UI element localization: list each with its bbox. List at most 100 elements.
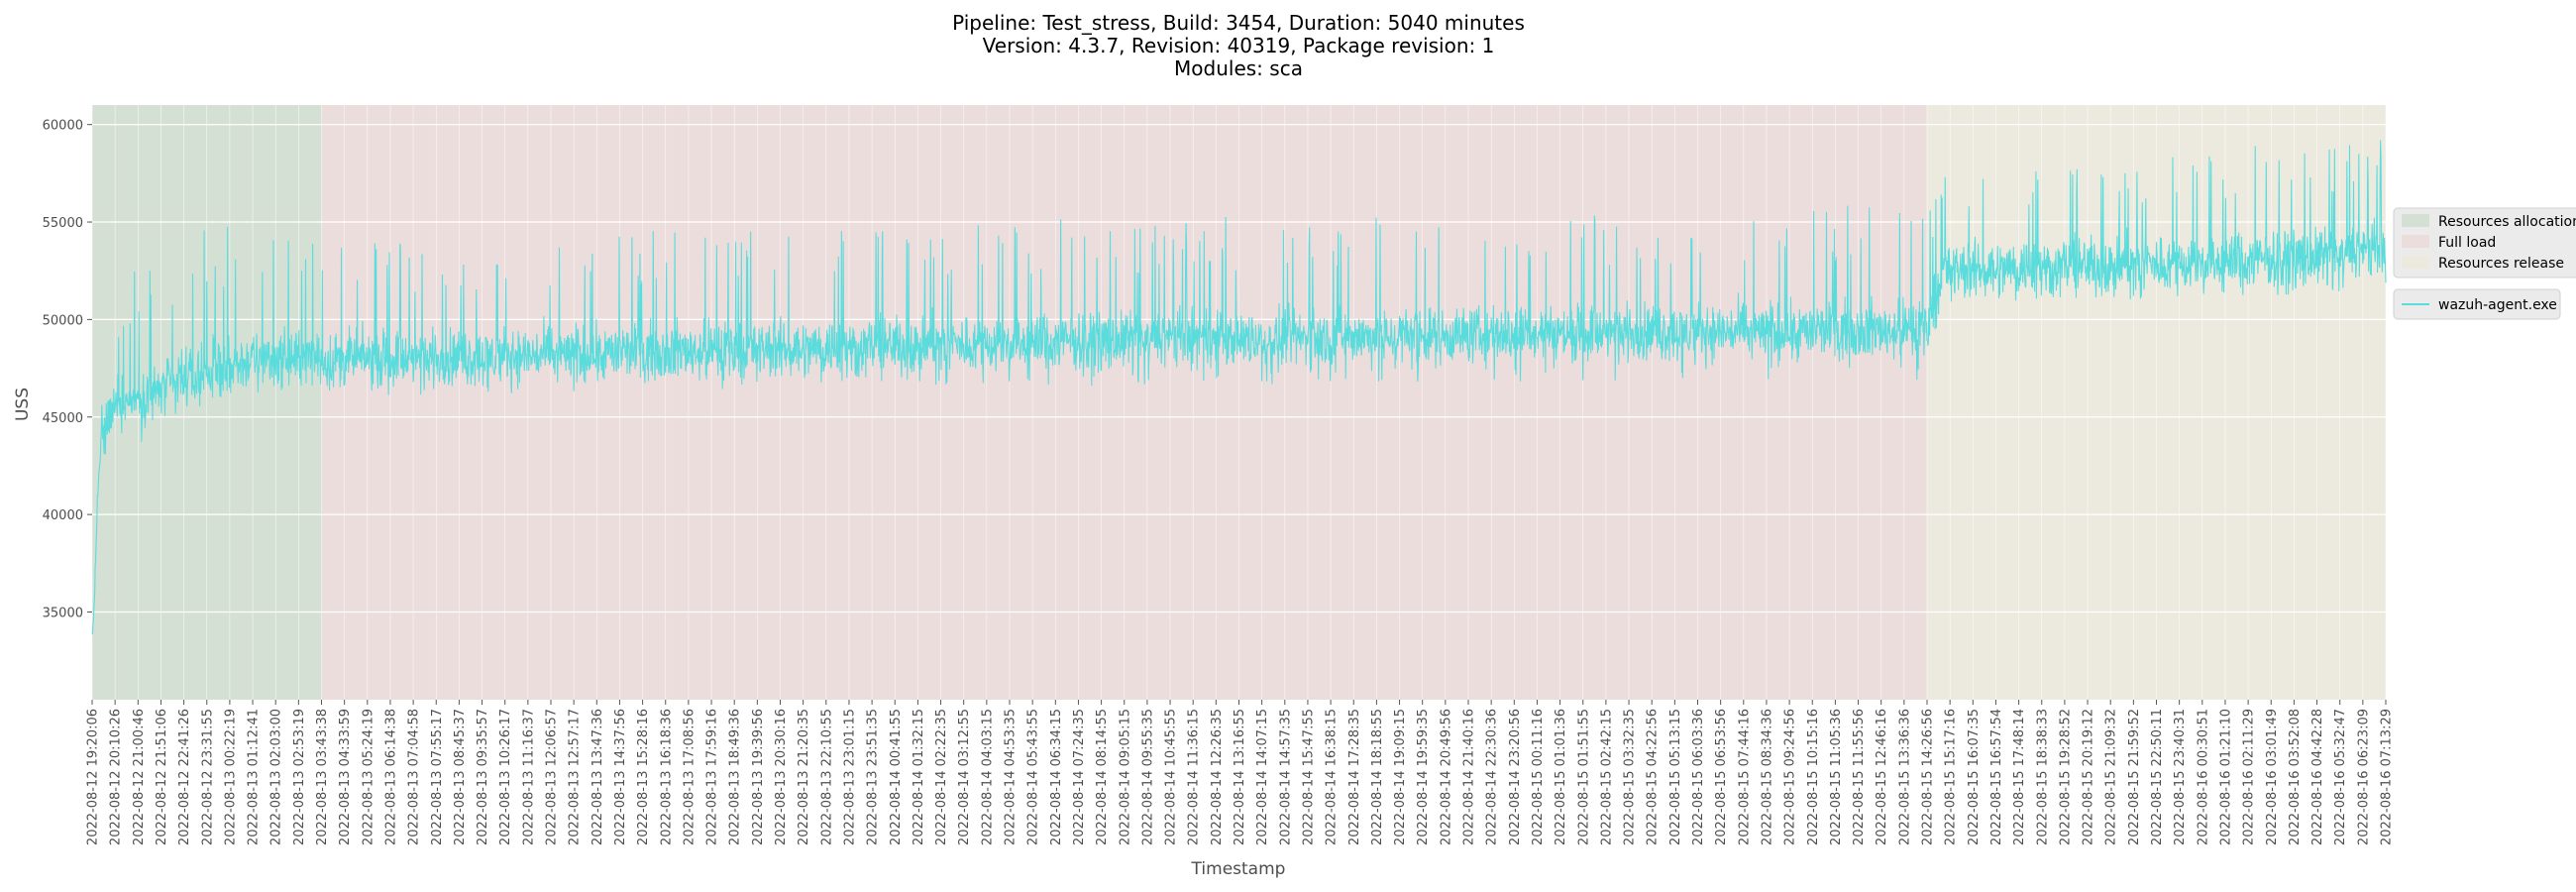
y-tick-label-4: 55000	[43, 216, 83, 231]
x-tick-label-91: 2022-08-15 23:40:31	[2173, 709, 2188, 845]
x-tick-label-61: 2022-08-14 22:30:36	[1485, 709, 1500, 845]
legend: Resources allocation Full load Resources r…	[2393, 207, 2576, 320]
x-tick-label-6: 2022-08-13 00:22:19	[223, 709, 238, 845]
title-line-1: Pipeline: Test_stress, Build: 3454, Dura…	[952, 11, 1525, 35]
x-tick-label-71: 2022-08-15 06:53:56	[1714, 709, 1729, 845]
x-tick-label-64: 2022-08-15 01:01:36	[1554, 709, 1568, 845]
x-tick-label-7: 2022-08-13 01:12:41	[247, 709, 262, 845]
chart-title: Pipeline: Test_stress, Build: 3454, Dura…	[952, 11, 1525, 80]
x-tick-label-69: 2022-08-15 05:13:15	[1668, 709, 1683, 845]
x-tick-label-89: 2022-08-15 21:59:52	[2127, 709, 2142, 845]
x-tick-label-25: 2022-08-13 16:18:36	[659, 709, 674, 845]
phase-legend-swatch-2	[2402, 256, 2429, 269]
series-legend-box	[2393, 288, 2561, 320]
x-tick-label-35: 2022-08-14 00:41:55	[889, 709, 904, 845]
title-line-2: Version: 4.3.7, Revision: 40319, Package…	[983, 34, 1495, 57]
x-axis: 2022-08-12 19:20:06 2022-08-12 20:10:26 20…	[86, 700, 2395, 845]
x-tick-label-2: 2022-08-12 21:00:46	[132, 709, 147, 845]
x-tick-label-24: 2022-08-13 15:28:16	[636, 709, 651, 845]
title-line-3: Modules: sca	[1174, 56, 1303, 80]
x-tick-label-44: 2022-08-14 08:14:55	[1095, 709, 1110, 845]
x-tick-label-68: 2022-08-15 04:22:56	[1646, 709, 1661, 845]
x-tick-label-42: 2022-08-14 06:34:15	[1049, 709, 1064, 845]
x-tick-label-93: 2022-08-16 01:21:10	[2218, 709, 2233, 845]
x-tick-label-1: 2022-08-12 20:10:26	[109, 709, 124, 845]
x-tick-label-62: 2022-08-14 23:20:56	[1508, 709, 1523, 845]
x-tick-label-43: 2022-08-14 07:24:35	[1072, 709, 1087, 845]
x-tick-label-95: 2022-08-16 03:01:49	[2265, 709, 2280, 845]
x-tick-label-83: 2022-08-15 16:57:54	[1989, 709, 2004, 845]
x-tick-label-55: 2022-08-14 17:28:35	[1347, 709, 1362, 845]
x-tick-label-10: 2022-08-13 03:43:38	[315, 709, 330, 845]
x-tick-label-99: 2022-08-16 06:23:09	[2356, 709, 2371, 845]
series-legend-label-0: wazuh-agent.exe	[2438, 297, 2557, 313]
x-tick-label-50: 2022-08-14 13:16:55	[1233, 709, 1247, 845]
x-tick-label-53: 2022-08-14 15:47:55	[1301, 709, 1316, 845]
x-tick-label-82: 2022-08-15 16:07:35	[1967, 709, 1982, 845]
x-tick-label-76: 2022-08-15 11:05:36	[1829, 709, 1844, 845]
x-tick-label-86: 2022-08-15 19:28:52	[2058, 709, 2073, 845]
x-tick-label-72: 2022-08-15 07:44:16	[1737, 709, 1752, 845]
series-line-0	[91, 140, 2387, 635]
y-tick-label-2: 45000	[43, 411, 83, 426]
x-tick-label-85: 2022-08-15 18:38:33	[2035, 709, 2050, 845]
x-tick-label-26: 2022-08-13 17:08:56	[682, 709, 697, 845]
x-tick-label-78: 2022-08-15 12:46:16	[1875, 709, 1889, 845]
x-tick-label-92: 2022-08-16 00:30:51	[2196, 709, 2210, 845]
x-tick-label-0: 2022-08-12 19:20:06	[86, 709, 101, 845]
x-tick-label-46: 2022-08-14 09:55:35	[1140, 709, 1155, 845]
x-tick-label-3: 2022-08-12 21:51:06	[155, 709, 169, 845]
x-tick-label-12: 2022-08-13 05:24:19	[361, 709, 376, 845]
x-tick-label-32: 2022-08-13 22:10:55	[819, 709, 834, 845]
x-tick-label-18: 2022-08-13 10:26:17	[498, 709, 513, 845]
x-tick-label-56: 2022-08-14 18:18:55	[1370, 709, 1385, 845]
x-tick-label-14: 2022-08-13 07:04:58	[407, 709, 422, 845]
y-tick-label-3: 50000	[43, 313, 83, 328]
x-tick-label-11: 2022-08-13 04:33:59	[338, 709, 353, 845]
x-tick-label-81: 2022-08-15 15:17:16	[1944, 709, 1959, 845]
x-axis-label: Timestamp	[1191, 859, 1286, 879]
x-tick-label-100: 2022-08-16 07:13:29	[2380, 709, 2395, 845]
x-tick-label-9: 2022-08-13 02:53:19	[292, 709, 307, 845]
series-layer	[91, 140, 2387, 635]
x-tick-label-45: 2022-08-14 09:05:15	[1118, 709, 1132, 845]
x-tick-label-94: 2022-08-16 02:11:29	[2242, 709, 2257, 845]
x-tick-label-34: 2022-08-13 23:51:35	[866, 709, 881, 845]
x-tick-label-41: 2022-08-14 05:43:55	[1026, 709, 1041, 845]
x-tick-label-27: 2022-08-13 17:59:16	[705, 709, 720, 845]
x-tick-label-54: 2022-08-14 16:38:15	[1325, 709, 1340, 845]
x-tick-label-77: 2022-08-15 11:55:56	[1852, 709, 1867, 845]
x-tick-label-23: 2022-08-13 14:37:56	[613, 709, 628, 845]
x-tick-label-30: 2022-08-13 20:30:16	[774, 709, 789, 845]
x-tick-label-48: 2022-08-14 11:36:15	[1187, 709, 1202, 845]
x-tick-label-37: 2022-08-14 02:22:35	[934, 709, 949, 845]
x-tick-label-16: 2022-08-13 08:45:37	[453, 709, 468, 845]
x-tick-label-33: 2022-08-13 23:01:15	[842, 709, 857, 845]
y-tick-label-1: 40000	[43, 508, 83, 523]
x-tick-label-22: 2022-08-13 13:47:36	[590, 709, 605, 845]
x-tick-label-51: 2022-08-14 14:07:15	[1255, 709, 1270, 845]
x-tick-label-15: 2022-08-13 07:55:17	[430, 709, 445, 845]
x-tick-label-65: 2022-08-15 01:51:55	[1576, 709, 1591, 845]
x-tick-label-4: 2022-08-12 22:41:26	[177, 709, 192, 845]
y-tick-label-0: 35000	[43, 606, 83, 620]
x-tick-label-88: 2022-08-15 21:09:32	[2104, 709, 2119, 845]
phase-legend-label-1: Full load	[2438, 235, 2496, 251]
x-tick-label-80: 2022-08-15 14:26:56	[1921, 709, 1936, 845]
x-tick-label-79: 2022-08-15 13:36:36	[1897, 709, 1912, 845]
phase-legend-label-0: Resources allocation	[2438, 214, 2576, 230]
x-tick-label-75: 2022-08-15 10:15:16	[1806, 709, 1821, 845]
x-tick-label-74: 2022-08-15 09:24:56	[1783, 709, 1798, 845]
x-tick-label-63: 2022-08-15 00:11:16	[1531, 709, 1546, 845]
x-tick-label-36: 2022-08-14 01:32:15	[912, 709, 926, 845]
x-tick-label-97: 2022-08-16 04:42:28	[2310, 709, 2325, 845]
x-tick-label-58: 2022-08-14 19:59:35	[1416, 709, 1431, 845]
x-tick-label-19: 2022-08-13 11:16:37	[521, 709, 536, 845]
x-tick-label-39: 2022-08-14 04:03:15	[980, 709, 995, 845]
x-tick-label-70: 2022-08-15 06:03:36	[1691, 709, 1706, 845]
x-tick-label-17: 2022-08-13 09:35:57	[476, 709, 490, 845]
x-tick-label-38: 2022-08-14 03:12:55	[957, 709, 972, 845]
x-tick-label-66: 2022-08-15 02:42:15	[1599, 709, 1614, 845]
phase-legend-box	[2393, 207, 2576, 279]
